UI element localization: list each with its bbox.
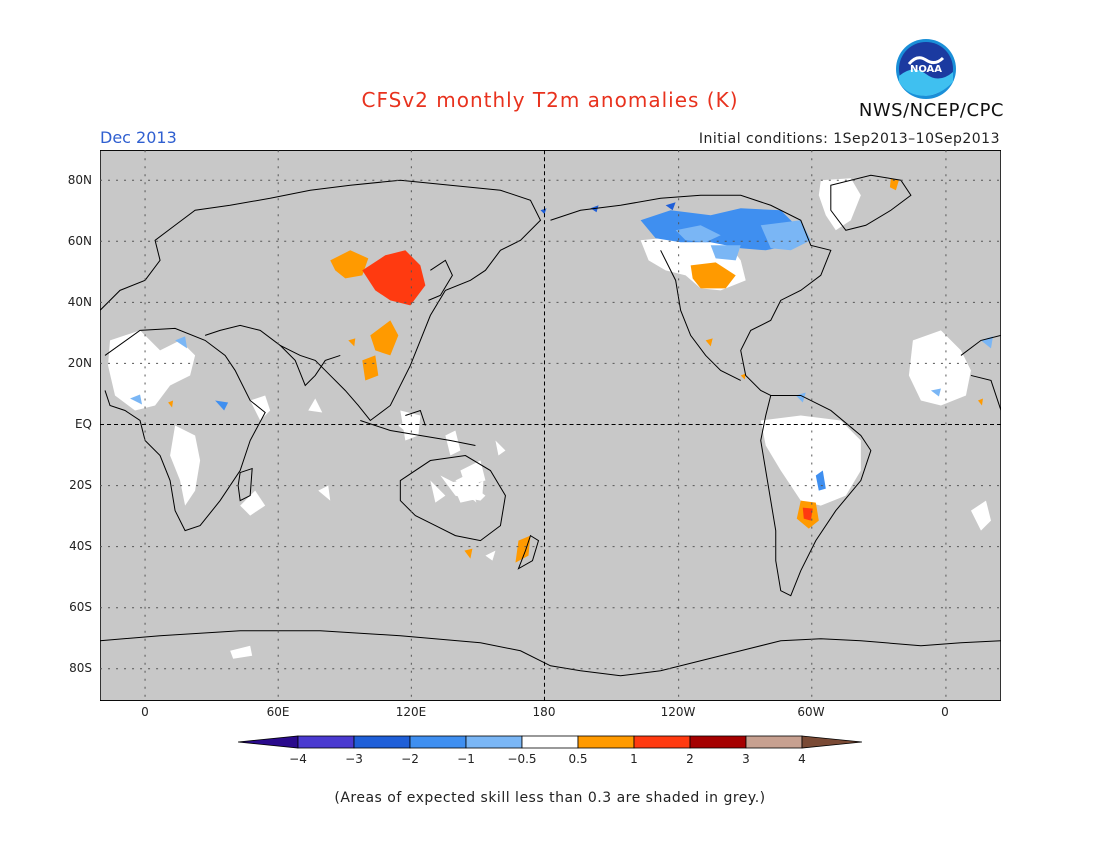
colorbar-label: −4 — [289, 752, 307, 766]
lon-label: 180 — [532, 705, 556, 719]
colorbar-label: −0.5 — [507, 752, 537, 766]
colorbar-cell — [689, 735, 747, 749]
initial-conditions: Initial conditions: 1Sep2013–10Sep2013 — [698, 131, 1000, 147]
coastlines — [100, 174, 1001, 677]
lat-label: 20S — [69, 478, 92, 492]
colorbar-cell — [577, 735, 635, 749]
footnote: (Areas of expected skill less than 0.3 a… — [334, 790, 766, 806]
lon-label: 60W — [797, 705, 825, 719]
noaa-logo: NOAA — [896, 39, 956, 99]
colorbar-label: 2 — [686, 752, 694, 766]
lat-label: 80N — [67, 173, 92, 187]
colorbar-cell — [353, 735, 411, 749]
colorbar — [238, 735, 862, 749]
organization-label: NWS/NCEP/CPC — [858, 100, 1004, 121]
lat-label: 20N — [67, 356, 92, 370]
colorbar-label: −1 — [457, 752, 475, 766]
lon-label: 0 — [141, 705, 149, 719]
negative-anomaly-areas — [130, 202, 993, 491]
lat-label: 60S — [69, 600, 92, 614]
colorbar-label: −3 — [345, 752, 363, 766]
lon-label: 120W — [660, 705, 696, 719]
graticule — [100, 150, 1001, 701]
colorbar-cell — [745, 735, 803, 749]
colorbar-cell — [801, 735, 862, 749]
lon-label: 60E — [266, 705, 290, 719]
map-title: CFSv2 monthly T2m anomalies (K) — [361, 88, 739, 112]
colorbar-cell — [465, 735, 523, 749]
colorbar-label: 0.5 — [568, 752, 588, 766]
world-map — [100, 150, 1001, 701]
colorbar-label: 4 — [798, 752, 806, 766]
colorbar-label: 3 — [742, 752, 750, 766]
colorbar-cell — [409, 735, 467, 749]
positive-anomaly-areas — [168, 178, 983, 563]
colorbar-cell — [633, 735, 691, 749]
equator-dateline — [100, 150, 1001, 701]
colorbar-cell — [521, 735, 579, 749]
lat-label: 40N — [67, 295, 92, 309]
lat-label: 80S — [69, 661, 92, 675]
map-background — [100, 150, 1001, 701]
colorbar-label: −2 — [401, 752, 419, 766]
lat-label: 40S — [69, 539, 92, 553]
lon-label: 120E — [395, 705, 427, 719]
colorbar-cell — [297, 735, 355, 749]
colorbar-label: 1 — [630, 752, 638, 766]
colorbar-cell — [238, 735, 299, 749]
forecast-month: Dec 2013 — [100, 128, 177, 147]
lat-label: EQ — [74, 417, 92, 431]
lon-label: 0 — [941, 705, 949, 719]
logo-text: NOAA — [910, 64, 942, 75]
lat-label: 60N — [67, 234, 92, 248]
